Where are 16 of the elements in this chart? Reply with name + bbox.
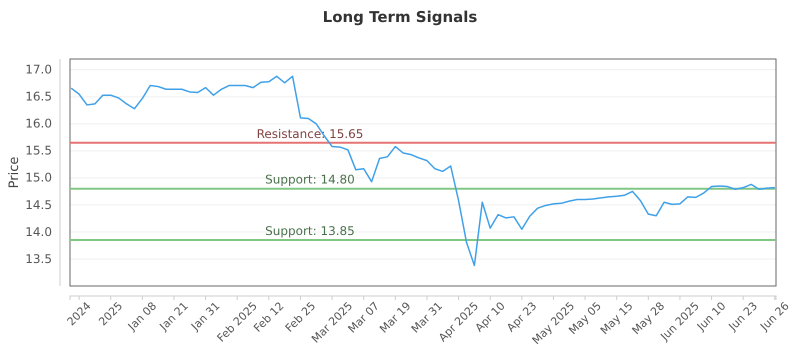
chart-title: Long Term Signals [322,8,478,26]
ref-line-label: Support: 13.85 [265,224,355,238]
y-tick-label: 16.5 [25,90,52,104]
y-tick-label: 14.0 [25,224,52,239]
y-tick-label: 15.5 [25,144,52,158]
ref-line-label: Support: 14.80 [265,172,355,187]
y-tick-label: 14.5 [25,198,52,212]
x-tick-label: Apr 23 [504,299,540,334]
y-tick-label: 15.0 [25,170,52,185]
y-tick-label: 13.5 [25,252,52,266]
ref-line-label: Resistance: 15.65 [256,126,364,141]
line-series [70,76,776,266]
x-tick-label: Jan 31 [188,299,222,334]
y-tick-label: 16.0 [25,116,52,131]
y-axis-title: Price [7,156,22,188]
y-tick-label: 17.0 [25,62,52,77]
